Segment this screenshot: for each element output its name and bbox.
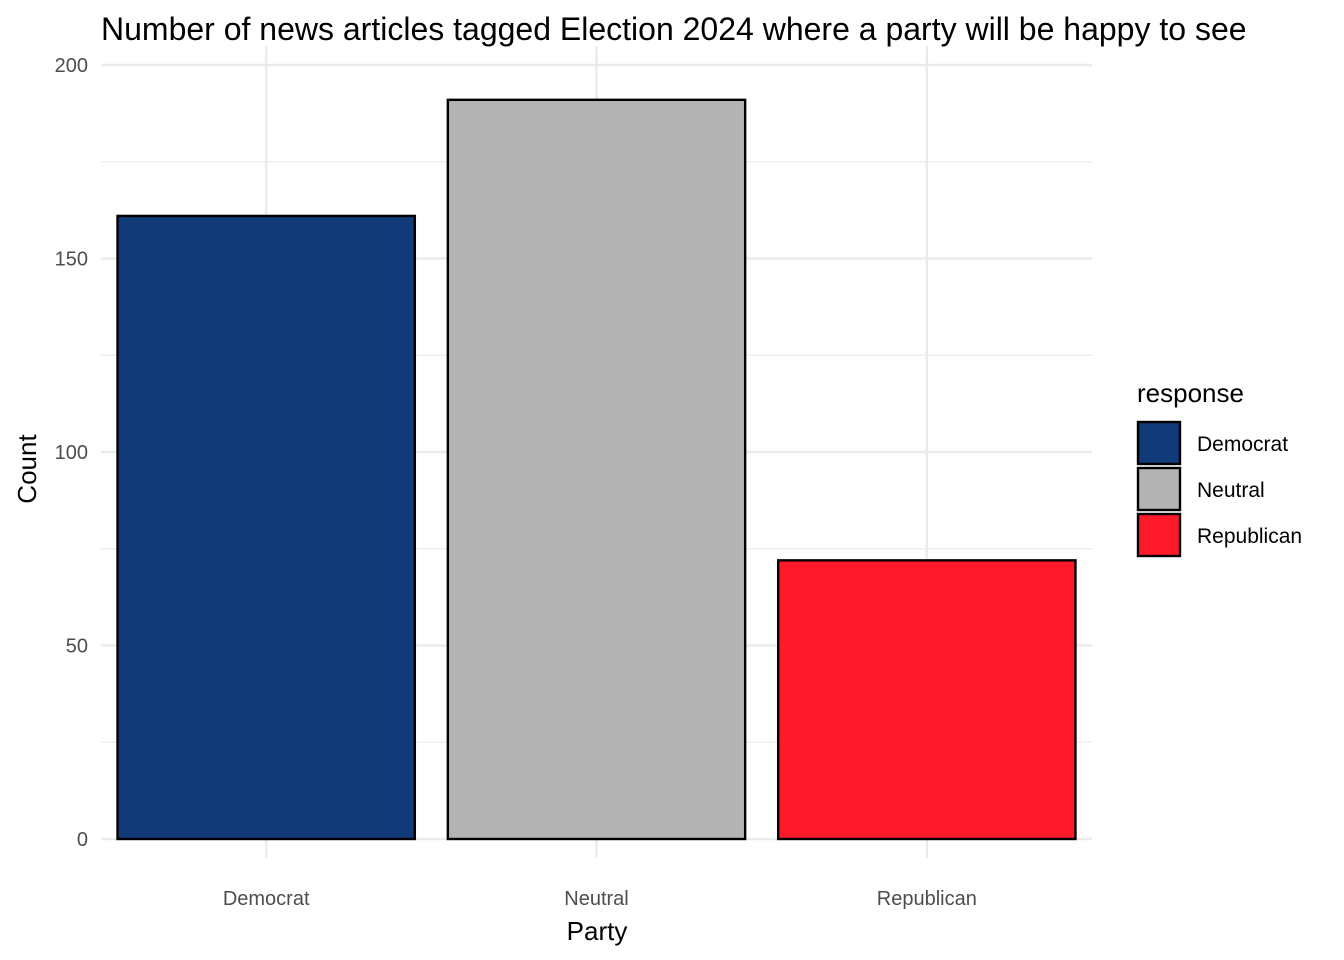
bar-neutral bbox=[446, 98, 747, 841]
bar-democrat bbox=[116, 214, 417, 841]
bar-republican bbox=[776, 559, 1077, 841]
y-tick-label: 100 bbox=[55, 442, 88, 464]
x-tick-label: Neutral bbox=[564, 888, 628, 910]
x-axis-title: Party bbox=[567, 916, 628, 946]
y-tick-label: 150 bbox=[55, 249, 88, 271]
y-axis-ticks: 0 50 100 150 200 bbox=[55, 55, 88, 851]
y-tick-label: 200 bbox=[55, 55, 88, 77]
x-tick-label: Republican bbox=[877, 888, 977, 910]
x-axis-ticks: Democrat Neutral Republican bbox=[223, 888, 977, 910]
legend-title: response bbox=[1137, 378, 1244, 408]
legend-key bbox=[1136, 512, 1182, 558]
legend-label: Democrat bbox=[1197, 433, 1288, 456]
y-tick-label: 0 bbox=[77, 829, 88, 851]
legend-key bbox=[1136, 420, 1182, 466]
legend: response Democrat Neutral Republican bbox=[1136, 378, 1302, 558]
y-tick-label: 50 bbox=[66, 636, 88, 658]
y-axis-title: Count bbox=[12, 434, 42, 504]
legend-entries: Democrat Neutral Republican bbox=[1136, 420, 1302, 558]
x-tick-label: Democrat bbox=[223, 888, 310, 910]
chart-title: Number of news articles tagged Election … bbox=[101, 11, 1247, 47]
legend-key bbox=[1136, 466, 1182, 512]
bars bbox=[116, 98, 1077, 841]
legend-label: Neutral bbox=[1197, 479, 1265, 502]
legend-label: Republican bbox=[1197, 525, 1302, 548]
